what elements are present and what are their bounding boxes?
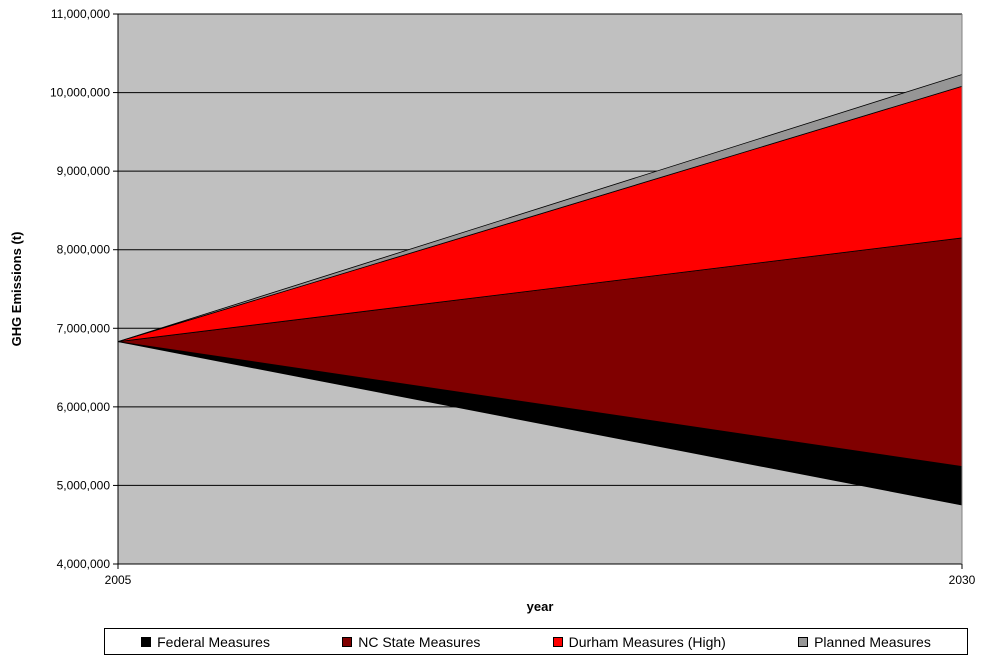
- legend-swatch: [552, 636, 563, 647]
- legend-label: NC State Measures: [358, 633, 481, 650]
- y-tick-label: 9,000,000: [57, 164, 111, 178]
- legend-swatch: [798, 636, 809, 647]
- x-axis-label: year: [527, 599, 554, 614]
- y-tick-label: 11,000,000: [51, 7, 110, 21]
- y-tick-label: 4,000,000: [57, 557, 111, 571]
- legend-item: Federal Measures: [141, 634, 270, 650]
- legend-item: Planned Measures: [798, 634, 931, 650]
- x-tick-label: 2005: [105, 573, 132, 587]
- y-tick-label: 10,000,000: [50, 86, 110, 100]
- y-tick-label: 7,000,000: [57, 321, 111, 335]
- legend-item: Durham Measures (High): [552, 633, 726, 650]
- legend-swatch: [141, 636, 152, 647]
- y-tick-label: 6,000,000: [57, 400, 111, 414]
- chart: 4,000,000 5,000,000 6,000,000 7,000,000 8,00…: [9, 7, 976, 614]
- legend-item: NC State Measures: [342, 634, 480, 650]
- legend-label: Durham Measures (High): [568, 633, 726, 650]
- y-tick-label: 5,000,000: [57, 478, 111, 492]
- y-tick-label: 8,000,000: [57, 243, 111, 257]
- legend: Federal Measures NC State Measures Durham …: [104, 628, 968, 655]
- x-tick-labels: 2005 2030: [105, 573, 976, 587]
- legend-label: Planned Measures: [814, 633, 931, 650]
- x-tick-label: 2030: [949, 573, 976, 587]
- y-axis-label: GHG Emissions (t): [9, 232, 24, 347]
- y-tick-labels: 4,000,000 5,000,000 6,000,000 7,000,000 8,00…: [50, 7, 110, 571]
- axes: [113, 13, 963, 569]
- legend-swatch: [342, 636, 353, 647]
- legend-label: Federal Measures: [157, 633, 270, 650]
